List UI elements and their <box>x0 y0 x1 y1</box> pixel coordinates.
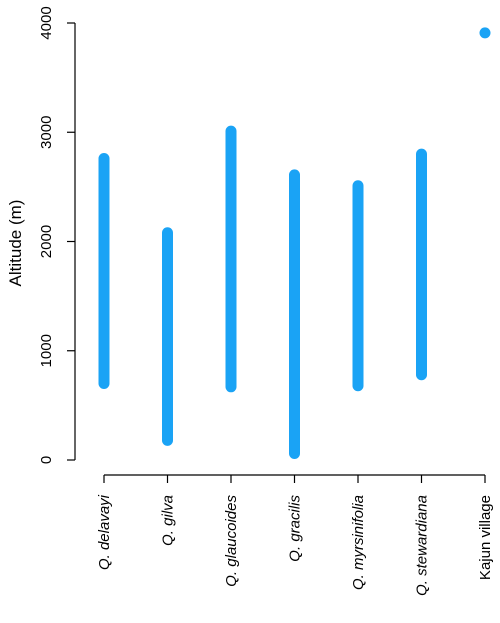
range-marks <box>98 27 491 459</box>
y-tick-label: 0 <box>38 456 55 464</box>
x-tick-label: Q. gilva <box>160 495 177 546</box>
y-axis: 0 1000 2000 3000 4000 <box>38 6 76 464</box>
x-tick-label: Q. stewardiana <box>414 495 431 596</box>
y-axis-title: Altitude (m) <box>6 200 25 287</box>
y-tick-label: 2000 <box>38 225 55 258</box>
y-tick-label: 3000 <box>38 116 55 149</box>
y-tick-label: 4000 <box>38 6 55 39</box>
x-tick-label: Q. myrsinifolia <box>350 495 367 590</box>
x-axis: Q. delavayi Q. gilva Q. glaucoides Q. graci… <box>96 474 494 596</box>
y-tick-label: 1000 <box>38 334 55 367</box>
x-tick-label: Q. glaucoides <box>223 495 240 587</box>
x-tick-label: Q. gracilis <box>287 495 304 562</box>
x-tick-label: Q. delavayi <box>96 494 113 570</box>
x-tick-label: Kajun village <box>477 495 494 580</box>
point-mark <box>479 27 491 39</box>
